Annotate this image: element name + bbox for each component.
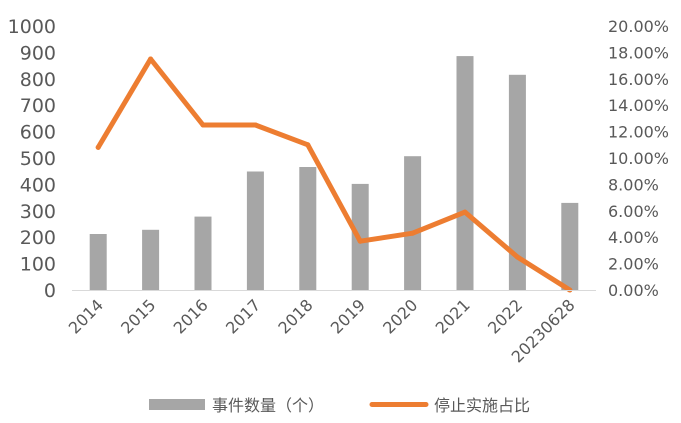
bar-2021 — [456, 56, 474, 290]
right-y-axis: 0.00% 2.00% 4.00% 6.00% 8.00% 10.00% 12.00% 14.… — [608, 17, 669, 300]
line-point-2019 — [357, 238, 363, 244]
right-tick-label: 8.00% — [608, 175, 659, 194]
right-tick-label: 0.00% — [608, 281, 659, 300]
right-tick-label: 18.00% — [608, 43, 669, 62]
x-tick-label: 2014 — [65, 295, 107, 337]
line-series — [95, 56, 573, 293]
x-tick-label: 2022 — [484, 295, 526, 337]
right-tick-label: 10.00% — [608, 149, 669, 168]
left-tick-label: 600 — [20, 122, 56, 144]
line-point-2022 — [514, 254, 520, 260]
right-tick-label: 12.00% — [608, 123, 669, 142]
line-point-2017 — [252, 122, 258, 128]
left-tick-label: 700 — [20, 95, 56, 117]
left-tick-label: 400 — [20, 174, 56, 196]
line-point-2015 — [148, 56, 154, 62]
x-tick-label: 2015 — [117, 295, 159, 337]
bar-20230628 — [561, 202, 579, 290]
left-tick-label: 500 — [20, 148, 56, 170]
line-point-2021 — [462, 209, 468, 215]
left-tick-label: 800 — [20, 69, 56, 91]
legend-swatch-bar — [149, 399, 205, 410]
left-tick-label: 1000 — [8, 16, 56, 38]
line-point-2020 — [410, 230, 416, 236]
right-tick-label: 16.00% — [608, 70, 669, 89]
x-tick-label: 2020 — [379, 295, 421, 337]
right-tick-label: 4.00% — [608, 228, 659, 247]
bar-2016 — [194, 216, 212, 290]
line-point-2018 — [305, 142, 311, 148]
x-axis: 2014 2015 2016 2017 2018 2019 2020 2021 20222023… — [65, 290, 596, 366]
left-tick-label: 100 — [20, 254, 56, 276]
bar-2022 — [508, 74, 526, 290]
bar-2014 — [89, 234, 107, 290]
right-tick-label: 6.00% — [608, 202, 659, 221]
left-tick-label: 300 — [20, 201, 56, 223]
bar-2017 — [246, 171, 264, 290]
line-point-2016 — [200, 122, 206, 128]
plot-area — [89, 56, 579, 293]
legend: 事件数量（个） 停止实施占比 — [149, 396, 530, 415]
left-y-axis: 0 100 200 300 400 500 600 700 800 900 1000 — [8, 16, 56, 302]
x-tick-label: 2018 — [274, 295, 316, 337]
x-tick-label: 2016 — [170, 295, 212, 337]
right-tick-label: 14.00% — [608, 96, 669, 115]
bar-2018 — [299, 167, 317, 290]
x-tick-label: 2019 — [327, 295, 369, 337]
bar-2015 — [142, 229, 160, 290]
legend-label-bar: 事件数量（个） — [212, 396, 324, 415]
right-tick-label: 20.00% — [608, 17, 669, 36]
left-tick-label: 0 — [44, 280, 56, 302]
line-point-2014 — [95, 144, 101, 150]
left-tick-label: 200 — [20, 227, 56, 249]
x-tick-label: 2021 — [432, 295, 474, 337]
right-tick-label: 2.00% — [608, 255, 659, 274]
x-tick-label: 2017 — [222, 295, 264, 337]
left-tick-label: 900 — [20, 42, 56, 64]
bar-2020 — [404, 156, 422, 290]
legend-label-line: 停止实施占比 — [434, 396, 530, 415]
